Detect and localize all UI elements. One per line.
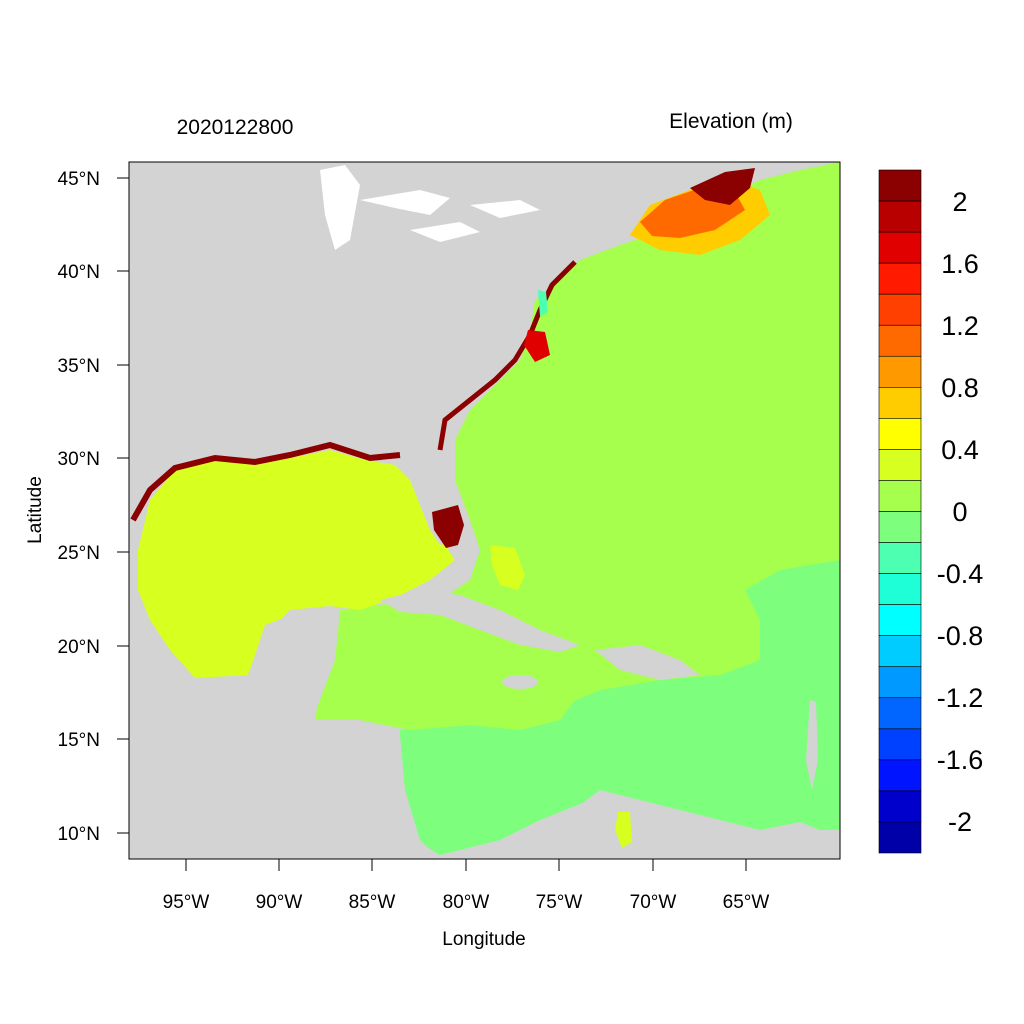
bay-of-fundy [690, 168, 755, 205]
gulf-coast-surge [130, 441, 401, 522]
maracaibo [615, 812, 632, 848]
colorbar-swatch [878, 231, 922, 264]
colorbar-swatch [878, 759, 922, 792]
jamaica-land [502, 675, 538, 689]
elevation-map [129, 162, 840, 859]
colorbar-label: 0.4 [941, 435, 979, 465]
colorbar-label: -2 [948, 807, 972, 837]
x-axis-title: Longitude [442, 929, 525, 950]
y-tick-label: 25°N [58, 543, 100, 564]
colorbar-label: 1.2 [941, 311, 979, 341]
hispaniola-land [595, 645, 700, 680]
y-tick-label: 20°N [58, 637, 100, 658]
y-ticks [117, 177, 129, 834]
colorbar-swatch [878, 169, 922, 202]
cuba-land [380, 590, 580, 652]
colorbar-swatch [878, 387, 922, 419]
y-tick-label: 10°N [58, 824, 100, 845]
colorbar-label: -0.4 [937, 559, 984, 589]
great-lakes [320, 165, 540, 250]
colorbar-swatches [878, 169, 922, 854]
colorbar-label: 2 [952, 187, 967, 217]
central-america-land [129, 690, 440, 859]
colorbar-swatch [878, 355, 922, 388]
colorbar: 2 1.6 1.2 0.8 0.4 0 -0.4 -0.8 -1.2 -1.6 … [878, 169, 984, 854]
colorbar-label: -0.8 [937, 621, 984, 651]
x-tick-label: 85°W [349, 892, 396, 913]
colorbar-swatch [878, 697, 922, 730]
lesser-antilles [806, 700, 818, 790]
south-america-land [440, 790, 840, 859]
caribbean-sea [400, 560, 840, 859]
colorbar-swatch [878, 200, 922, 233]
colorbar-swatch [878, 511, 922, 543]
x-tick-labels: 95°W 90°W 85°W 80°W 75°W 70°W 65°W [163, 892, 770, 913]
x-tick-label: 65°W [723, 892, 770, 913]
colorbar-label: 1.6 [941, 249, 979, 279]
colorbar-swatch [878, 449, 922, 481]
y-tick-label: 40°N [58, 262, 100, 283]
gulf-of-mexico [138, 450, 455, 678]
x-tick-label: 95°W [163, 892, 210, 913]
x-tick-label: 75°W [536, 892, 583, 913]
plot-frame [128, 161, 841, 860]
x-ticks [185, 859, 747, 871]
western-caribbean [315, 600, 575, 730]
colorbar-swatch [878, 728, 922, 761]
y-tick-label: 15°N [58, 730, 100, 751]
pamlico-surge [524, 330, 550, 362]
colorbar-swatch [878, 324, 922, 357]
variable-label: Elevation (m) [669, 110, 793, 133]
colorbar-swatch [878, 666, 922, 699]
colorbar-swatch [878, 418, 922, 450]
x-tick-label: 70°W [630, 892, 677, 913]
y-tick-label: 45°N [58, 169, 100, 190]
colorbar-swatch [878, 573, 922, 605]
colorbar-label: -1.2 [937, 683, 984, 713]
colorbar-swatch [878, 293, 922, 326]
colorbar-labels: 2 1.6 1.2 0.8 0.4 0 -0.4 -0.8 -1.2 -1.6 … [937, 187, 984, 837]
date-label: 2020122800 [177, 116, 294, 139]
yucatan-land [240, 612, 340, 740]
east-coast-surge [437, 260, 577, 451]
x-tick-label: 90°W [256, 892, 303, 913]
x-tick-label: 80°W [443, 892, 490, 913]
colorbar-swatch [878, 262, 922, 295]
colorbar-swatch [878, 542, 922, 574]
y-axis-title: Latitude [25, 476, 46, 544]
chesapeake-bay [538, 290, 548, 316]
colorbar-swatch [878, 635, 922, 668]
colorbar-swatch [878, 604, 922, 636]
y-tick-label: 30°N [58, 449, 100, 470]
bahamas-bank [490, 545, 525, 590]
colorbar-label: -1.6 [937, 745, 984, 775]
colorbar-label: 0.8 [941, 373, 979, 403]
colorbar-swatch [878, 790, 922, 823]
florida-surge [432, 505, 464, 548]
y-tick-labels: 45°N 40°N 35°N 30°N 25°N 20°N 15°N 10°N [58, 169, 100, 845]
colorbar-swatch [878, 821, 922, 854]
colorbar-swatch [878, 480, 922, 512]
colorbar-label: 0 [952, 497, 967, 527]
y-tick-label: 35°N [58, 356, 100, 377]
